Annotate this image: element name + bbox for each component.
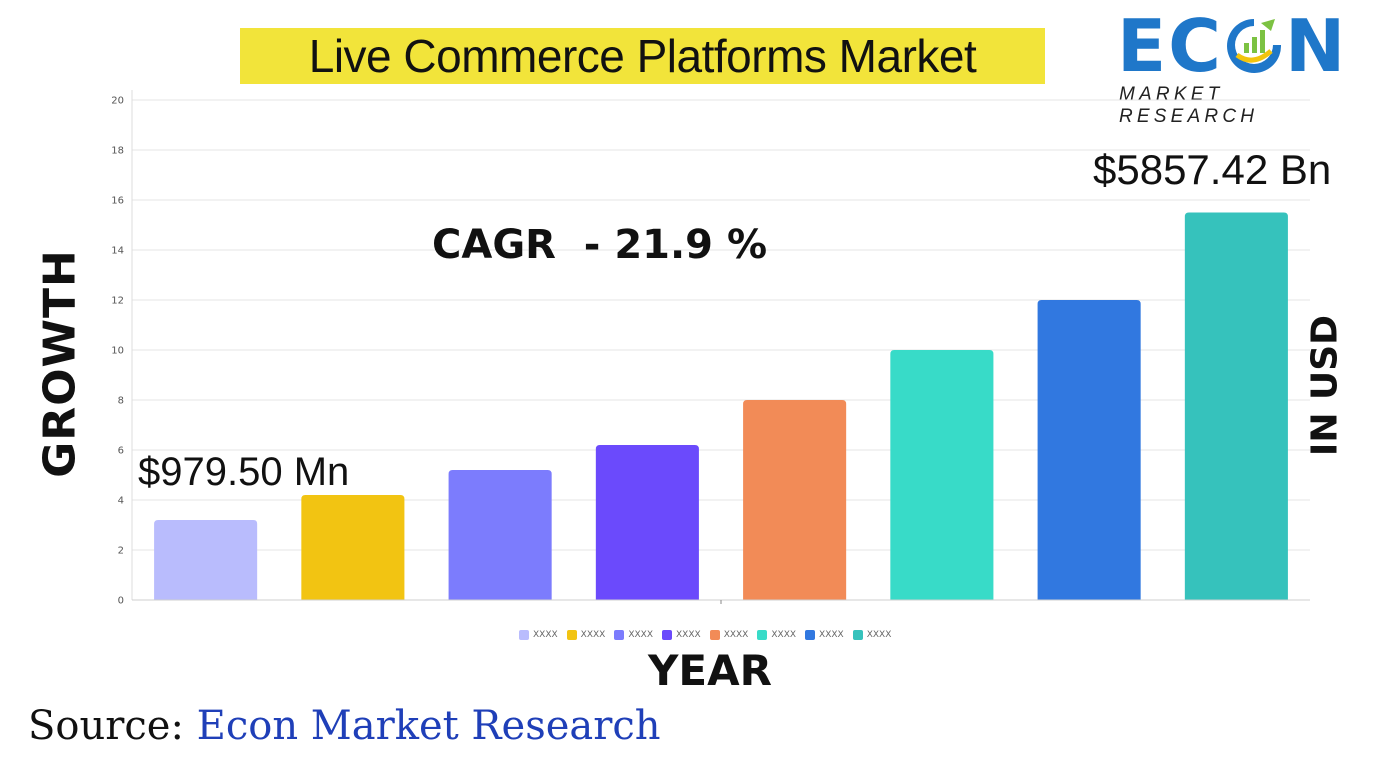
y-tick-label: 18 <box>111 146 124 157</box>
bar <box>301 495 405 600</box>
legend-item: XXXX <box>566 630 606 640</box>
y-tick-label: 0 <box>118 596 124 607</box>
y-tick-label: 16 <box>111 196 124 207</box>
legend-swatch <box>852 630 863 640</box>
logo-word-left: EC <box>1117 4 1224 88</box>
y-tick-label: 14 <box>111 246 124 257</box>
legend-label: XXXX <box>533 630 558 640</box>
legend-label: XXXX <box>580 630 606 640</box>
legend-item: XXXX <box>852 630 892 640</box>
legend-swatch <box>566 630 577 640</box>
cagr-annotation: CAGR - 21.9 % <box>432 222 768 268</box>
legend-swatch <box>757 630 768 640</box>
y-tick-label: 20 <box>111 96 124 107</box>
y-tick-label: 10 <box>111 346 124 357</box>
legend-label: XXXX <box>628 630 654 640</box>
y-tick-labels: 0 2 4 6 8 10 12 14 16 18 20 <box>111 96 124 607</box>
legend-label: XXXX <box>819 630 844 640</box>
legend-label: XXXX <box>866 630 892 640</box>
bar <box>890 350 994 600</box>
bar <box>1184 212 1288 600</box>
y-tick-label: 6 <box>118 446 124 457</box>
legend-item: XXXX <box>757 630 796 640</box>
y-tick-label: 12 <box>111 296 124 307</box>
bar <box>743 400 847 600</box>
source-prefix: Source: <box>28 703 197 749</box>
logo-globe-icon <box>1227 19 1282 73</box>
legend-swatch <box>519 630 529 640</box>
logo-word-right: N <box>1285 4 1348 88</box>
chart-legend: XXXX XXXX XXXX XXXX XXXX XXXX XXXX XXXX <box>519 629 900 641</box>
bar <box>595 445 699 600</box>
y-tick-label: 2 <box>118 546 124 557</box>
bar <box>448 470 552 600</box>
y-axis-label-left: GROWTH <box>34 249 86 478</box>
legend-item: XXXX <box>519 630 558 640</box>
legend-label: XXXX <box>676 630 701 640</box>
bar <box>154 520 258 600</box>
legend-item: XXXX <box>709 630 749 640</box>
legend-label: XXXX <box>723 630 749 640</box>
y-axis-label-right: IN USD <box>1304 314 1346 457</box>
logo-wordmark: EC N <box>1117 8 1347 84</box>
bars <box>154 212 1288 600</box>
legend-item: XXXX <box>662 630 701 640</box>
source-note: Source: Econ Market Research <box>28 703 661 749</box>
legend-swatch <box>662 630 673 640</box>
source-org: Econ Market Research <box>196 703 661 749</box>
legend-item: XXXX <box>614 630 653 640</box>
bar <box>1037 300 1141 600</box>
x-axis-label: YEAR <box>648 646 772 695</box>
y-tick-label: 8 <box>118 396 124 407</box>
legend-swatch <box>709 630 720 640</box>
legend-label: XXXX <box>771 630 797 640</box>
end-value-annotation: $5857.42 Bn <box>1093 146 1332 193</box>
start-value-annotation: $979.50 Mn <box>138 450 350 494</box>
legend-item: XXXX <box>805 630 844 640</box>
legend-swatch <box>805 630 816 640</box>
legend-swatch <box>614 630 625 640</box>
y-tick-label: 4 <box>118 496 124 507</box>
chart-title: Live Commerce Platforms Market <box>240 28 1045 84</box>
